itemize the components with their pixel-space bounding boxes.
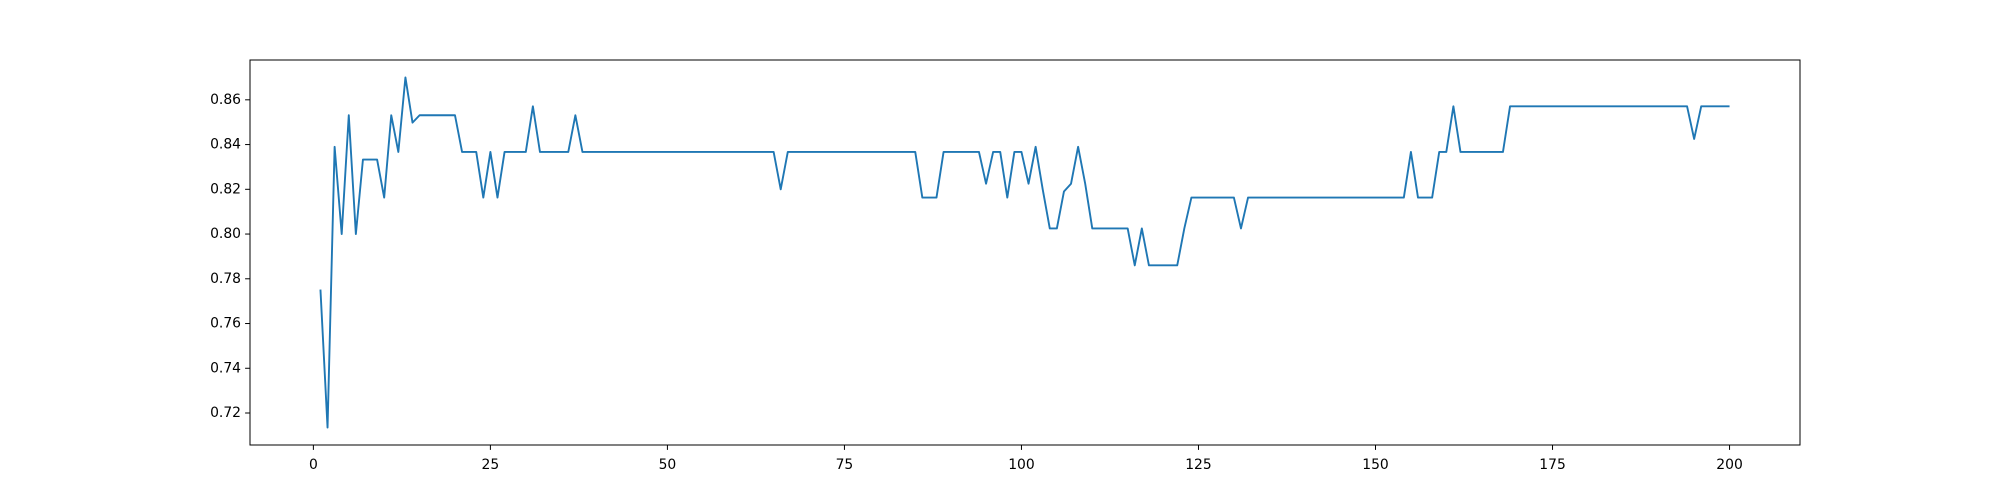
- x-tick-label: 75: [836, 457, 854, 473]
- y-tick-label: 0.76: [210, 316, 241, 332]
- y-tick-label: 0.80: [210, 226, 241, 242]
- x-tick-label: 175: [1539, 457, 1566, 473]
- y-tick-label: 0.74: [210, 360, 241, 376]
- x-tick-label: 100: [1008, 457, 1035, 473]
- axes-frame: [249, 59, 1801, 446]
- x-tick-label: 200: [1716, 457, 1743, 473]
- data-line: [319, 76, 1730, 429]
- y-tick-label: 0.72: [210, 405, 241, 421]
- x-tick-label: 50: [659, 457, 677, 473]
- x-tick-label: 0: [309, 457, 318, 473]
- x-tick-label: 125: [1185, 457, 1212, 473]
- y-tick-label: 0.82: [210, 181, 241, 197]
- y-tick-label: 0.78: [210, 271, 241, 287]
- x-tick-label: 150: [1362, 457, 1389, 473]
- y-tick-label: 0.84: [210, 137, 241, 153]
- y-tick-label: 0.86: [210, 92, 241, 108]
- x-tick-label: 25: [482, 457, 500, 473]
